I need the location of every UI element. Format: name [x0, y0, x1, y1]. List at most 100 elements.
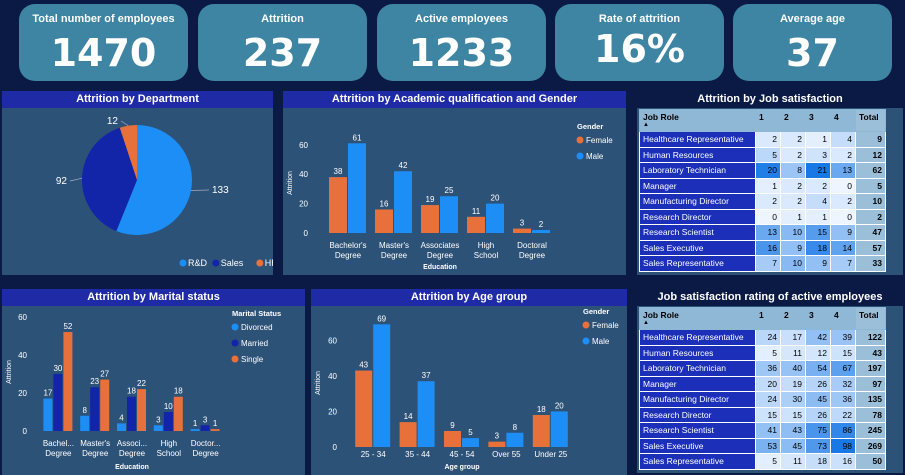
- y-tick-label: 60: [299, 141, 308, 150]
- y-axis-label: Attrition: [315, 371, 322, 395]
- bar: [200, 425, 210, 431]
- x-tick-label: Degree: [519, 251, 546, 260]
- table-cell: 20: [755, 375, 781, 392]
- bar-data-label: 3: [520, 219, 525, 228]
- column-header[interactable]: 2: [780, 307, 806, 330]
- column-header[interactable]: 2: [780, 109, 806, 132]
- row-total: 57: [855, 239, 886, 256]
- row-total: 12: [855, 146, 886, 163]
- x-tick-label: High: [478, 241, 494, 250]
- table-row: Manufacturing Director 24 30 45 36 135: [639, 391, 886, 408]
- x-tick-label: Over 55: [492, 450, 521, 459]
- chart-title: Attrition by Marital status: [2, 289, 305, 306]
- bar-data-label: 20: [491, 194, 500, 203]
- x-tick-label: Associates: [421, 241, 460, 250]
- bar-data-label: 18: [174, 387, 183, 396]
- table-cell: 4: [830, 131, 856, 148]
- column-header[interactable]: Job Role ▲: [639, 307, 756, 330]
- legend-title: Gender: [577, 122, 603, 131]
- row-total: 9: [855, 131, 886, 148]
- row-total: 197: [855, 360, 886, 377]
- table-cell: 2: [755, 193, 781, 210]
- row-label: Manufacturing Director: [639, 193, 756, 210]
- bar: [43, 398, 53, 431]
- column-header[interactable]: Total: [855, 307, 886, 330]
- y-tick-label: 20: [328, 407, 337, 416]
- chart-title: Attrition by Age group: [311, 289, 627, 306]
- column-header[interactable]: Total: [855, 109, 886, 132]
- column-header[interactable]: 4: [830, 109, 856, 132]
- row-label: Manager: [639, 177, 756, 194]
- table-row: Human Resources 5 11 12 15 43: [639, 344, 886, 361]
- bar-data-label: 17: [43, 389, 52, 398]
- bar: [532, 415, 550, 447]
- marital-chart-panel: Attrition by Marital status 0 20 40 60 Attri…: [2, 289, 305, 475]
- table-cell: 24: [755, 391, 781, 408]
- bar: [394, 171, 412, 233]
- y-tick-label: 40: [299, 170, 308, 179]
- pie-slice: [119, 125, 137, 180]
- kpi-value: 1233: [408, 31, 515, 75]
- column-header[interactable]: Job Role ▲: [639, 109, 756, 132]
- bar: [127, 396, 136, 431]
- row-total: 50: [855, 453, 886, 470]
- column-header[interactable]: 1: [755, 307, 781, 330]
- x-tick-label: Degree: [381, 251, 408, 260]
- bar-data-label: 8: [82, 406, 87, 415]
- table-cell: 45: [780, 437, 806, 454]
- chart-title: Attrition by Department: [2, 91, 273, 108]
- dept-chart-panel: Attrition by Department 133 92 12 R&D Sales H…: [2, 91, 273, 275]
- bar: [53, 373, 63, 431]
- x-tick-label: High: [161, 439, 177, 448]
- column-header[interactable]: 3: [805, 307, 831, 330]
- row-label: Laboratory Technician: [639, 360, 756, 377]
- x-tick-label: Master's: [80, 439, 110, 448]
- pie-slice: [82, 127, 137, 231]
- bar-data-label: 23: [90, 377, 99, 386]
- table-cell: 2: [780, 146, 806, 163]
- table-cell: 45: [805, 391, 831, 408]
- column-header[interactable]: 4: [830, 307, 856, 330]
- table-row: Sales Representative 5 11 18 16 50: [639, 453, 886, 470]
- table-cell: 15: [755, 406, 781, 423]
- column-header[interactable]: 1: [755, 109, 781, 132]
- row-label: Laboratory Technician: [639, 162, 756, 179]
- row-total: 122: [855, 329, 886, 346]
- bar: [513, 228, 531, 233]
- bar-data-label: 3: [156, 415, 161, 424]
- bar-data-label: 18: [127, 387, 136, 396]
- bar-data-label: 10: [164, 402, 173, 411]
- table-cell: 3: [805, 146, 831, 163]
- x-tick-label: Under 25: [534, 450, 567, 459]
- y-tick-label: 20: [299, 200, 308, 209]
- x-tick-label: Doctor...: [191, 439, 221, 448]
- row-total: 47: [855, 224, 886, 241]
- x-tick-label: School: [474, 251, 499, 260]
- kpi-label: Total number of employees: [32, 13, 175, 25]
- bar: [399, 422, 417, 447]
- y-axis-label: Attrition: [287, 171, 294, 195]
- kpi-total-employees: Total number of employees 1470: [19, 4, 188, 81]
- legend-marker: [576, 152, 584, 160]
- kpi-value: 1470: [50, 31, 157, 75]
- y-tick-label: 0: [333, 443, 338, 452]
- legend-label: R&D: [188, 258, 208, 268]
- y-tick-label: 20: [18, 389, 27, 398]
- legend-label: Married: [241, 339, 268, 348]
- pie-data-label: 12: [107, 116, 119, 127]
- table-cell: 42: [805, 329, 831, 346]
- bar: [153, 425, 163, 431]
- x-tick-label: Degree: [119, 449, 146, 458]
- table-row: Manager 20 19 26 32 97: [639, 375, 886, 392]
- table-cell: 1: [805, 208, 831, 225]
- table-cell: 7: [830, 255, 856, 272]
- bar: [100, 379, 110, 431]
- column-header[interactable]: 3: [805, 109, 831, 132]
- table-row: Manager 1 2 2 0 5: [639, 177, 886, 194]
- table-row: Laboratory Technician 36 40 54 67 197: [639, 360, 886, 377]
- bar-data-label: 1: [213, 419, 218, 428]
- table-row: Research Director 0 1 1 0 2: [639, 208, 886, 225]
- bar: [462, 438, 479, 447]
- table-cell: 10: [780, 255, 806, 272]
- bar-data-label: 9: [450, 421, 455, 430]
